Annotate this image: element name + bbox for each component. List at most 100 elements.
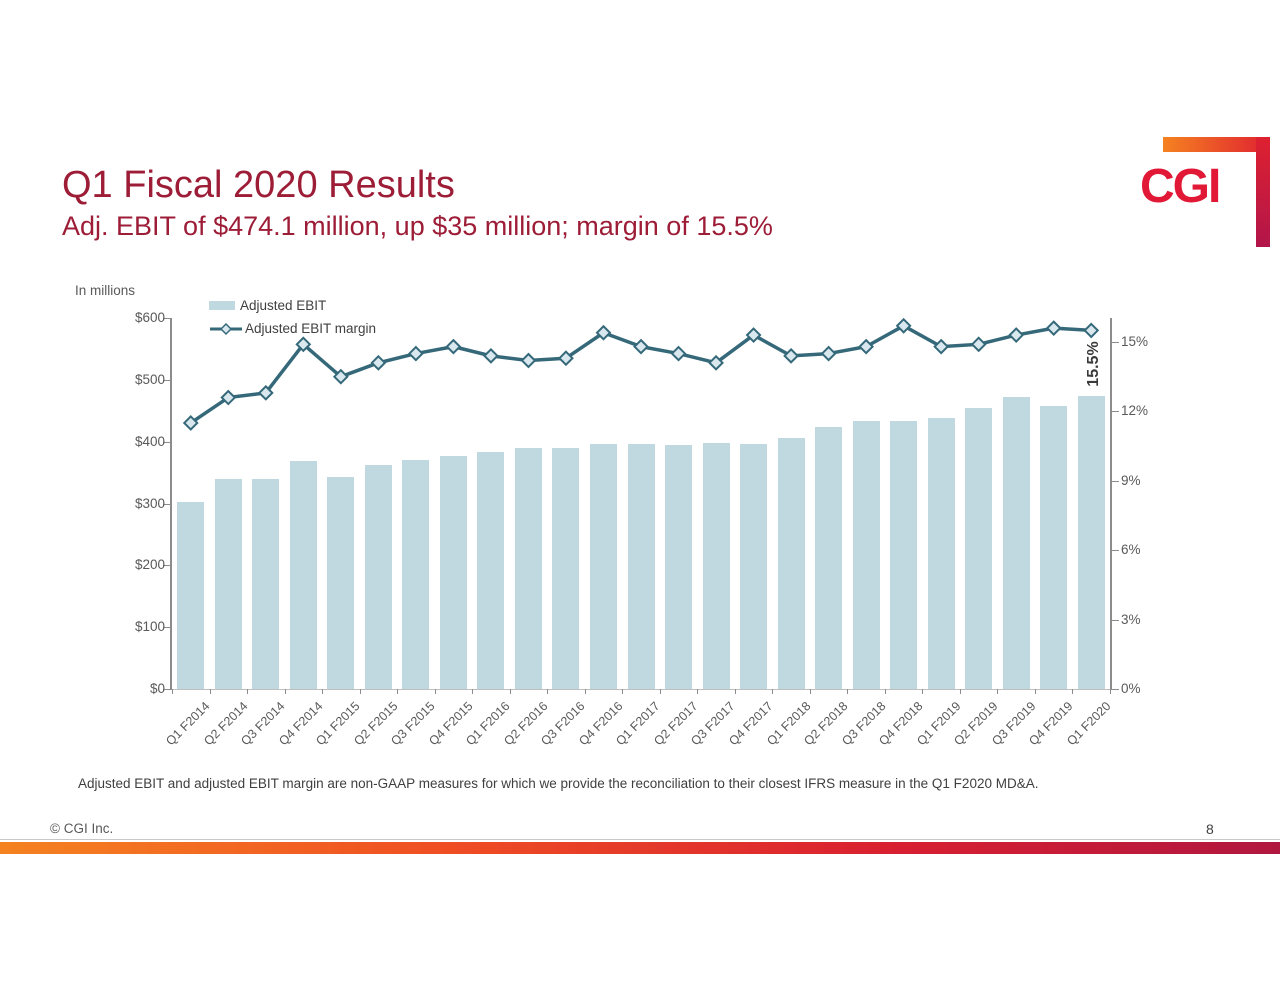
- bar-adjusted-ebit: [740, 444, 768, 689]
- left-axis-label: $500: [134, 371, 165, 387]
- ebit-margin-marker: [483, 347, 499, 364]
- x-axis-tick: [397, 689, 399, 694]
- left-axis-tick: [163, 503, 170, 505]
- bar-adjusted-ebit: [852, 420, 880, 689]
- bar-swatch-icon: [209, 301, 235, 310]
- legend-item-adjusted-ebit: Adjusted EBIT: [209, 294, 376, 317]
- cgi-logo: CGI: [1140, 160, 1221, 213]
- latest-margin-callout: 15.5%: [1085, 341, 1102, 387]
- x-axis-tick: [1034, 689, 1036, 694]
- x-axis-tick: [659, 689, 661, 694]
- ebit-margin-marker: [407, 345, 424, 362]
- x-axis-tick: [697, 689, 699, 694]
- ebit-margin-marker: [1045, 320, 1062, 337]
- x-axis-tick: [472, 689, 474, 694]
- ebit-margin-marker: [783, 347, 799, 364]
- left-axis-label: $0: [149, 681, 165, 696]
- bar-adjusted-ebit: [627, 443, 655, 689]
- x-axis-tick: [1110, 689, 1111, 694]
- ebit-margin-marker: [745, 327, 762, 343]
- footer-rule: [0, 839, 1280, 840]
- x-axis-tick: [434, 689, 436, 694]
- left-axis: [170, 318, 172, 690]
- right-axis-label: 9%: [1121, 472, 1141, 488]
- x-axis-tick: [809, 689, 811, 694]
- left-axis-label: $100: [134, 619, 165, 635]
- bar-adjusted-ebit: [177, 502, 205, 689]
- legend-label: Adjusted EBIT: [240, 298, 327, 313]
- x-axis-tick: [622, 689, 624, 694]
- right-axis-label: 15%: [1121, 334, 1149, 349]
- bar-adjusted-ebit: [1002, 397, 1030, 689]
- x-axis-tick: [584, 689, 586, 694]
- ebit-margin-line: [189, 324, 1092, 425]
- right-axis-label: 0%: [1121, 681, 1141, 696]
- x-axis-tick: [359, 689, 361, 694]
- left-axis-label: $200: [134, 557, 165, 573]
- x-axis-tick: [922, 689, 924, 694]
- ebit-margin-marker: [670, 345, 687, 362]
- x-axis-tick: [209, 689, 211, 694]
- left-axis-tick: [163, 689, 170, 690]
- right-axis-label: 3%: [1121, 611, 1141, 627]
- bar-adjusted-ebit: [327, 476, 355, 689]
- left-axis-tick: [163, 441, 170, 443]
- cgi-logo-top-bar: [1163, 137, 1270, 152]
- bar-adjusted-ebit: [702, 442, 730, 689]
- cgi-logo-right-bar: [1256, 137, 1270, 247]
- bar-adjusted-ebit: [965, 407, 993, 689]
- right-axis-tick: [1112, 411, 1119, 413]
- ebit-margin-marker: [1008, 327, 1025, 343]
- ebit-margin-marker: [820, 345, 837, 362]
- bar-adjusted-ebit: [214, 478, 242, 689]
- x-axis: [172, 689, 1110, 690]
- footer-gradient-bar: [0, 842, 1280, 854]
- right-axis-label: 12%: [1121, 403, 1149, 419]
- left-axis-tick: [163, 627, 170, 629]
- bar-adjusted-ebit: [890, 420, 918, 689]
- ebit-margin-marker: [220, 389, 237, 406]
- line-swatch-icon: [210, 322, 242, 335]
- right-axis-tick: [1112, 342, 1119, 343]
- ebit-margin-marker: [558, 350, 574, 367]
- right-axis: [1110, 318, 1112, 690]
- right-axis-tick: [1112, 619, 1119, 621]
- left-axis-label: $400: [134, 433, 165, 449]
- ebit-margin-marker: [633, 338, 649, 355]
- ebit-margin-marker: [708, 354, 724, 371]
- page-number: 8: [1206, 821, 1214, 837]
- bar-adjusted-ebit: [1040, 406, 1068, 689]
- bar-adjusted-ebit: [552, 448, 580, 689]
- ebit-margin-marker: [1083, 322, 1100, 339]
- ebit-margin-marker: [370, 354, 387, 371]
- x-axis-tick: [884, 689, 886, 694]
- ebit-margin-marker: [257, 384, 274, 401]
- x-axis-tick: [547, 689, 549, 694]
- copyright: © CGI Inc.: [50, 821, 114, 836]
- page-subtitle: Adj. EBIT of $474.1 million, up $35 mill…: [62, 211, 773, 241]
- page-title: Q1 Fiscal 2020 Results: [62, 164, 455, 206]
- ebit-margin-marker: [595, 324, 612, 341]
- bar-adjusted-ebit: [927, 417, 955, 689]
- bar-adjusted-ebit: [815, 427, 843, 689]
- ebit-margin-marker: [520, 352, 537, 369]
- non-gaap-footnote: Adjusted EBIT and adjusted EBIT margin a…: [78, 776, 1039, 791]
- ebit-margin-marker: [895, 317, 912, 334]
- x-axis-tick: [734, 689, 736, 694]
- bar-adjusted-ebit: [439, 455, 467, 689]
- x-axis-tick: [997, 689, 999, 694]
- ebit-margin-marker: [970, 336, 987, 353]
- right-axis-label: 6%: [1121, 542, 1141, 558]
- chart-legend: Adjusted EBIT Adjusted EBIT margin: [209, 294, 376, 340]
- units-label: In millions: [75, 283, 136, 298]
- bar-adjusted-ebit: [364, 465, 392, 689]
- ebit-margin-marker: [445, 338, 462, 355]
- bar-adjusted-ebit: [777, 437, 805, 689]
- left-axis-label: $600: [134, 310, 165, 325]
- bar-adjusted-ebit: [402, 460, 430, 689]
- left-axis-tick: [163, 318, 170, 319]
- x-axis-tick: [247, 689, 249, 694]
- ebit-margin-marker: [332, 368, 349, 385]
- ebit-margin-marker: [858, 338, 875, 355]
- x-axis-tick: [322, 689, 324, 694]
